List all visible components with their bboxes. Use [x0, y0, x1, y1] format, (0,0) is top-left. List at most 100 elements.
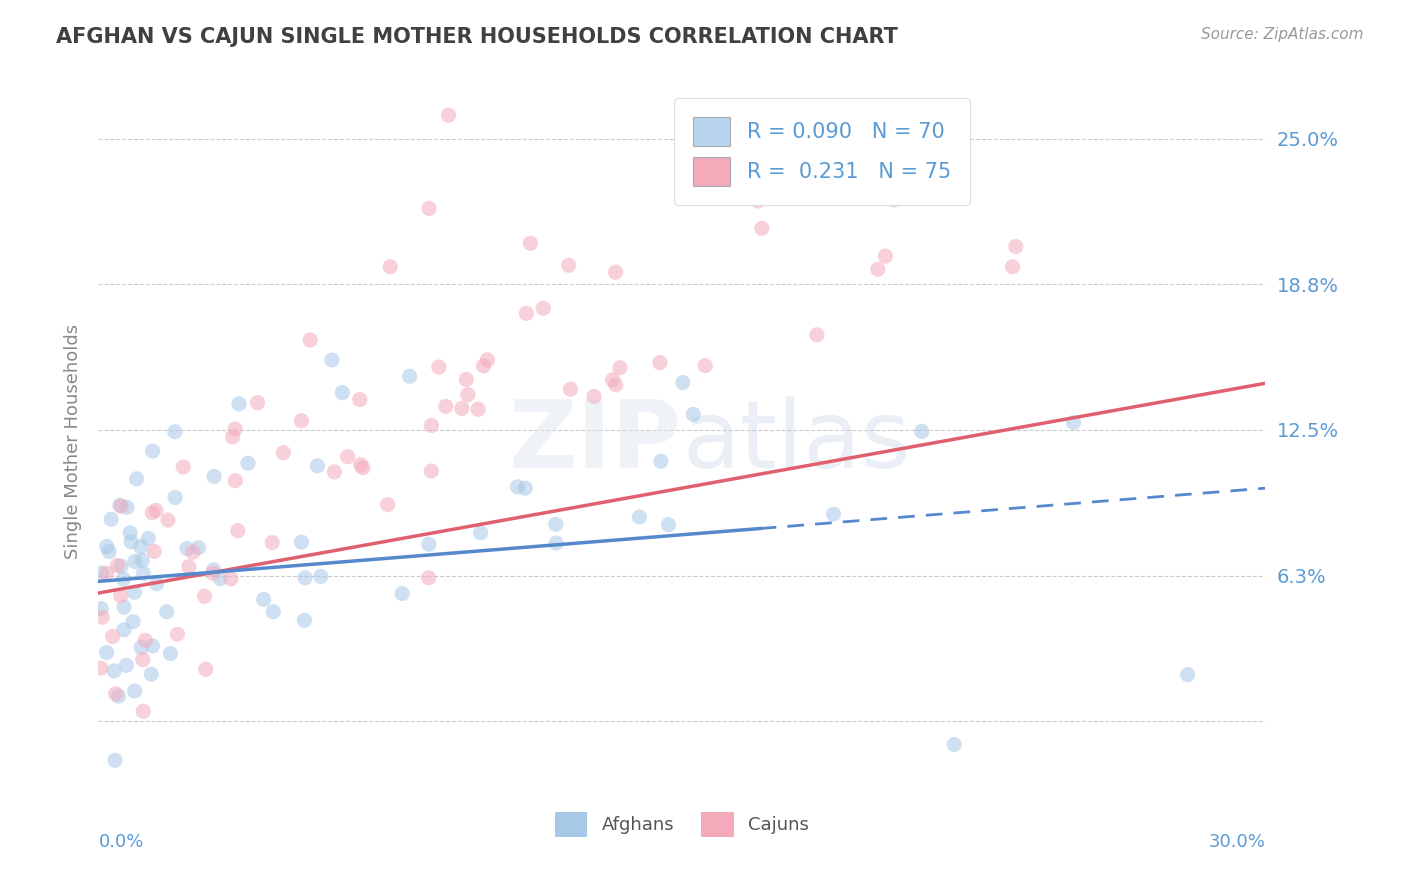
- Point: [806, 327, 828, 342]
- Point: [321, 353, 343, 368]
- Point: [605, 265, 627, 279]
- Point: [224, 422, 246, 436]
- Point: [349, 458, 371, 472]
- Point: [209, 572, 232, 586]
- Point: [177, 559, 200, 574]
- Point: [515, 306, 537, 320]
- Point: [290, 535, 312, 549]
- Point: [290, 414, 312, 428]
- Point: [156, 513, 179, 527]
- Point: [125, 472, 148, 486]
- Point: [398, 369, 420, 384]
- Point: [143, 544, 166, 558]
- Point: [875, 249, 897, 263]
- Point: [165, 491, 187, 505]
- Point: [477, 353, 499, 368]
- Point: [122, 615, 145, 629]
- Point: [163, 425, 186, 439]
- Point: [252, 592, 274, 607]
- Point: [506, 480, 529, 494]
- Point: [628, 510, 651, 524]
- Point: [96, 646, 118, 660]
- Point: [747, 194, 769, 208]
- Point: [112, 600, 135, 615]
- Point: [124, 684, 146, 698]
- Point: [110, 589, 132, 603]
- Point: [380, 260, 402, 274]
- Point: [420, 464, 443, 478]
- Text: atlas: atlas: [682, 395, 910, 488]
- Text: 30.0%: 30.0%: [1209, 833, 1265, 851]
- Point: [98, 544, 121, 558]
- Point: [194, 589, 217, 603]
- Point: [187, 541, 209, 555]
- Point: [943, 738, 966, 752]
- Point: [136, 532, 159, 546]
- Point: [299, 333, 322, 347]
- Point: [96, 540, 118, 554]
- Point: [1063, 416, 1085, 430]
- Point: [101, 630, 124, 644]
- Point: [112, 572, 135, 586]
- Point: [132, 704, 155, 718]
- Point: [226, 524, 249, 538]
- Point: [648, 355, 671, 369]
- Y-axis label: Single Mother Households: Single Mother Households: [63, 324, 82, 559]
- Point: [124, 585, 146, 599]
- Point: [90, 566, 112, 580]
- Point: [156, 605, 179, 619]
- Point: [172, 460, 194, 475]
- Point: [141, 639, 163, 653]
- Point: [336, 450, 359, 464]
- Point: [141, 667, 163, 681]
- Point: [602, 373, 624, 387]
- Text: ZIP: ZIP: [509, 395, 682, 488]
- Point: [557, 258, 579, 272]
- Point: [194, 662, 217, 676]
- Point: [115, 500, 138, 515]
- Point: [650, 454, 672, 468]
- Point: [456, 372, 478, 386]
- Point: [515, 481, 537, 495]
- Legend: Afghans, Cajuns: Afghans, Cajuns: [547, 805, 817, 845]
- Point: [141, 506, 163, 520]
- Point: [418, 537, 440, 551]
- Point: [110, 500, 132, 514]
- Point: [657, 517, 679, 532]
- Point: [100, 512, 122, 526]
- Point: [273, 446, 295, 460]
- Text: Source: ZipAtlas.com: Source: ZipAtlas.com: [1201, 27, 1364, 42]
- Point: [145, 576, 167, 591]
- Point: [349, 392, 371, 407]
- Point: [883, 193, 905, 207]
- Point: [107, 558, 129, 573]
- Point: [104, 687, 127, 701]
- Point: [132, 652, 155, 666]
- Point: [544, 517, 567, 532]
- Point: [120, 534, 142, 549]
- Point: [112, 623, 135, 637]
- Point: [228, 397, 250, 411]
- Point: [751, 221, 773, 235]
- Point: [90, 601, 112, 615]
- Point: [103, 664, 125, 678]
- Point: [96, 566, 118, 581]
- Point: [437, 108, 460, 122]
- Point: [294, 571, 316, 585]
- Point: [262, 535, 284, 549]
- Point: [202, 563, 225, 577]
- Point: [467, 402, 489, 417]
- Point: [582, 390, 605, 404]
- Point: [434, 400, 457, 414]
- Point: [104, 753, 127, 767]
- Point: [519, 236, 541, 251]
- Point: [377, 498, 399, 512]
- Point: [682, 408, 704, 422]
- Point: [560, 382, 582, 396]
- Point: [928, 114, 950, 128]
- Point: [219, 572, 242, 586]
- Point: [695, 359, 717, 373]
- Point: [181, 545, 204, 559]
- Point: [309, 569, 332, 583]
- Point: [107, 689, 129, 703]
